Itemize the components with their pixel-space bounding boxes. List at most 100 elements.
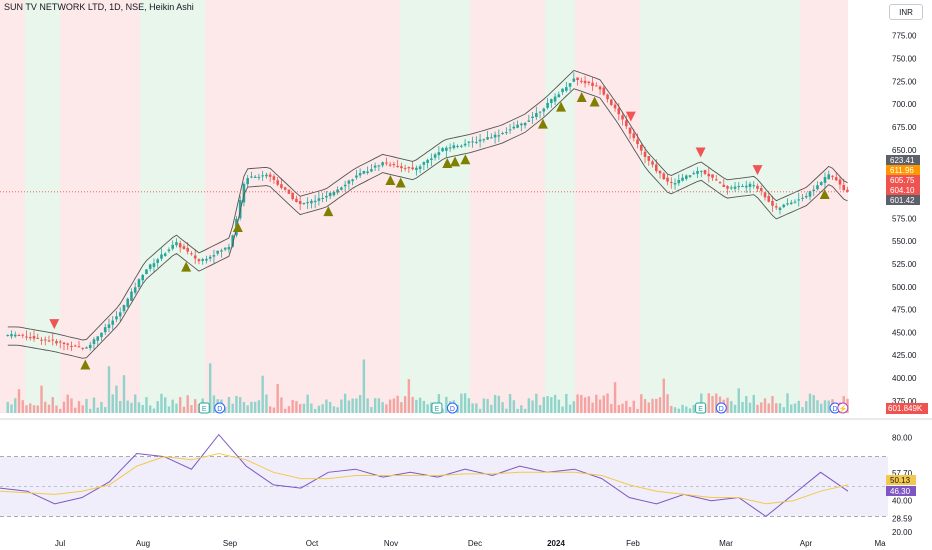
dividend-badge-text: D — [833, 406, 838, 413]
time-tick-label: Ma — [874, 539, 886, 548]
time-tick-label: Mar — [719, 539, 733, 548]
volume-bar — [602, 395, 606, 413]
time-tick-label: Feb — [626, 539, 640, 548]
buy-triangle — [537, 118, 548, 129]
candle-body — [718, 182, 722, 184]
rsi-level-label: 20.00 — [892, 528, 913, 537]
volume-bar — [730, 401, 733, 413]
volume-bar — [508, 394, 512, 413]
volume-bar — [621, 403, 624, 413]
candle-body — [216, 250, 219, 254]
bg-band — [25, 0, 60, 413]
sell-triangle — [695, 147, 706, 158]
volume-bar — [467, 398, 471, 413]
candle-body — [160, 254, 163, 259]
volume-bar — [726, 397, 729, 413]
volume-bar — [583, 397, 587, 413]
volume-bar — [445, 396, 448, 413]
candle-body — [332, 191, 336, 196]
volume-bar — [400, 402, 403, 413]
dividend-badge-text: D — [719, 406, 724, 413]
candle-body — [10, 334, 13, 337]
volume-bar — [516, 408, 519, 413]
rsi-level-label: 80.00 — [892, 434, 913, 443]
candle-body — [752, 185, 756, 187]
candle-body — [557, 94, 561, 98]
candle-body — [167, 249, 171, 252]
candle-body — [527, 120, 531, 122]
volume-bar — [182, 406, 186, 413]
volume-bar — [171, 399, 174, 413]
rsi-level-label: 57.70 — [892, 469, 913, 478]
rsi-tag-label: 46.30 — [890, 487, 911, 496]
volume-bar — [10, 404, 13, 413]
candle-body — [107, 324, 111, 328]
candle-body — [253, 176, 257, 178]
candle-body — [291, 192, 294, 200]
candle-body — [336, 189, 339, 193]
candle-body — [310, 200, 313, 204]
volume-bar — [673, 407, 677, 413]
dividend-badge-text: D — [450, 406, 455, 413]
candle-body — [654, 164, 658, 172]
candle-body — [392, 164, 396, 166]
candle-body — [175, 242, 178, 246]
volume-bar — [66, 394, 69, 413]
candle-body — [231, 235, 234, 247]
candle-body — [100, 332, 103, 338]
candle-body — [602, 87, 606, 95]
volume-bar — [355, 398, 358, 413]
candle-body — [501, 133, 504, 135]
volume-bar — [415, 399, 418, 413]
volume-bar — [55, 405, 58, 413]
candle-body — [759, 188, 763, 191]
candle-body — [729, 187, 733, 189]
candle-body — [756, 185, 759, 189]
candle-body — [55, 341, 58, 344]
volume-bar — [550, 397, 553, 413]
volume-bar — [553, 394, 557, 413]
earnings-badge-text: E — [698, 406, 703, 413]
volume-bar — [302, 403, 306, 413]
candle-body — [512, 126, 516, 129]
volume-bar — [805, 401, 808, 413]
candle-body — [81, 347, 85, 349]
volume-bar — [572, 401, 576, 413]
candle-body — [538, 111, 542, 113]
candle-body — [268, 174, 272, 177]
price-tick-label: 725.00 — [892, 77, 917, 86]
volume-bar — [482, 398, 486, 413]
volume-bar — [17, 389, 21, 413]
upper-band — [7, 69, 848, 341]
candle-body — [321, 198, 324, 200]
candle-body — [43, 339, 47, 341]
sell-triangle — [625, 111, 636, 122]
candle-body — [482, 139, 486, 141]
candle-body — [662, 173, 666, 180]
candle-body — [707, 173, 711, 177]
volume-bar — [89, 408, 92, 413]
volume-bar — [152, 408, 156, 413]
candle-body — [178, 243, 182, 248]
volume-bar — [47, 404, 51, 413]
candle-body — [272, 176, 276, 180]
volume-bar — [527, 398, 531, 413]
volume-bar — [246, 405, 249, 413]
volume-bar — [797, 400, 800, 413]
candle-body — [190, 253, 193, 255]
volume-bar — [235, 395, 238, 413]
volume-bar — [175, 403, 178, 413]
candle-body — [103, 327, 107, 333]
candle-body — [831, 175, 834, 177]
volume-bar — [81, 405, 84, 413]
time-axis: Jul Aug Sep Oct Nov Dec 2024 Feb Mar Apr Ma — [55, 539, 886, 548]
candle-body — [714, 179, 718, 181]
volume-bar — [497, 395, 501, 413]
candle-body — [516, 124, 519, 128]
sell-triangle — [752, 165, 763, 176]
volume-bar — [613, 382, 617, 413]
candle-body — [340, 187, 343, 190]
volume-bar — [816, 400, 819, 413]
currency-selector[interactable]: INR — [889, 4, 923, 20]
